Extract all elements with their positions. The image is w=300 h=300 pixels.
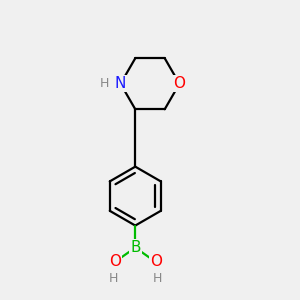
Text: N: N [115, 76, 126, 91]
Text: O: O [150, 254, 162, 269]
Text: O: O [173, 76, 185, 91]
Text: B: B [130, 240, 140, 255]
Text: H: H [100, 77, 109, 90]
Text: H: H [109, 272, 118, 285]
Text: H: H [153, 272, 162, 285]
Text: O: O [109, 254, 121, 269]
